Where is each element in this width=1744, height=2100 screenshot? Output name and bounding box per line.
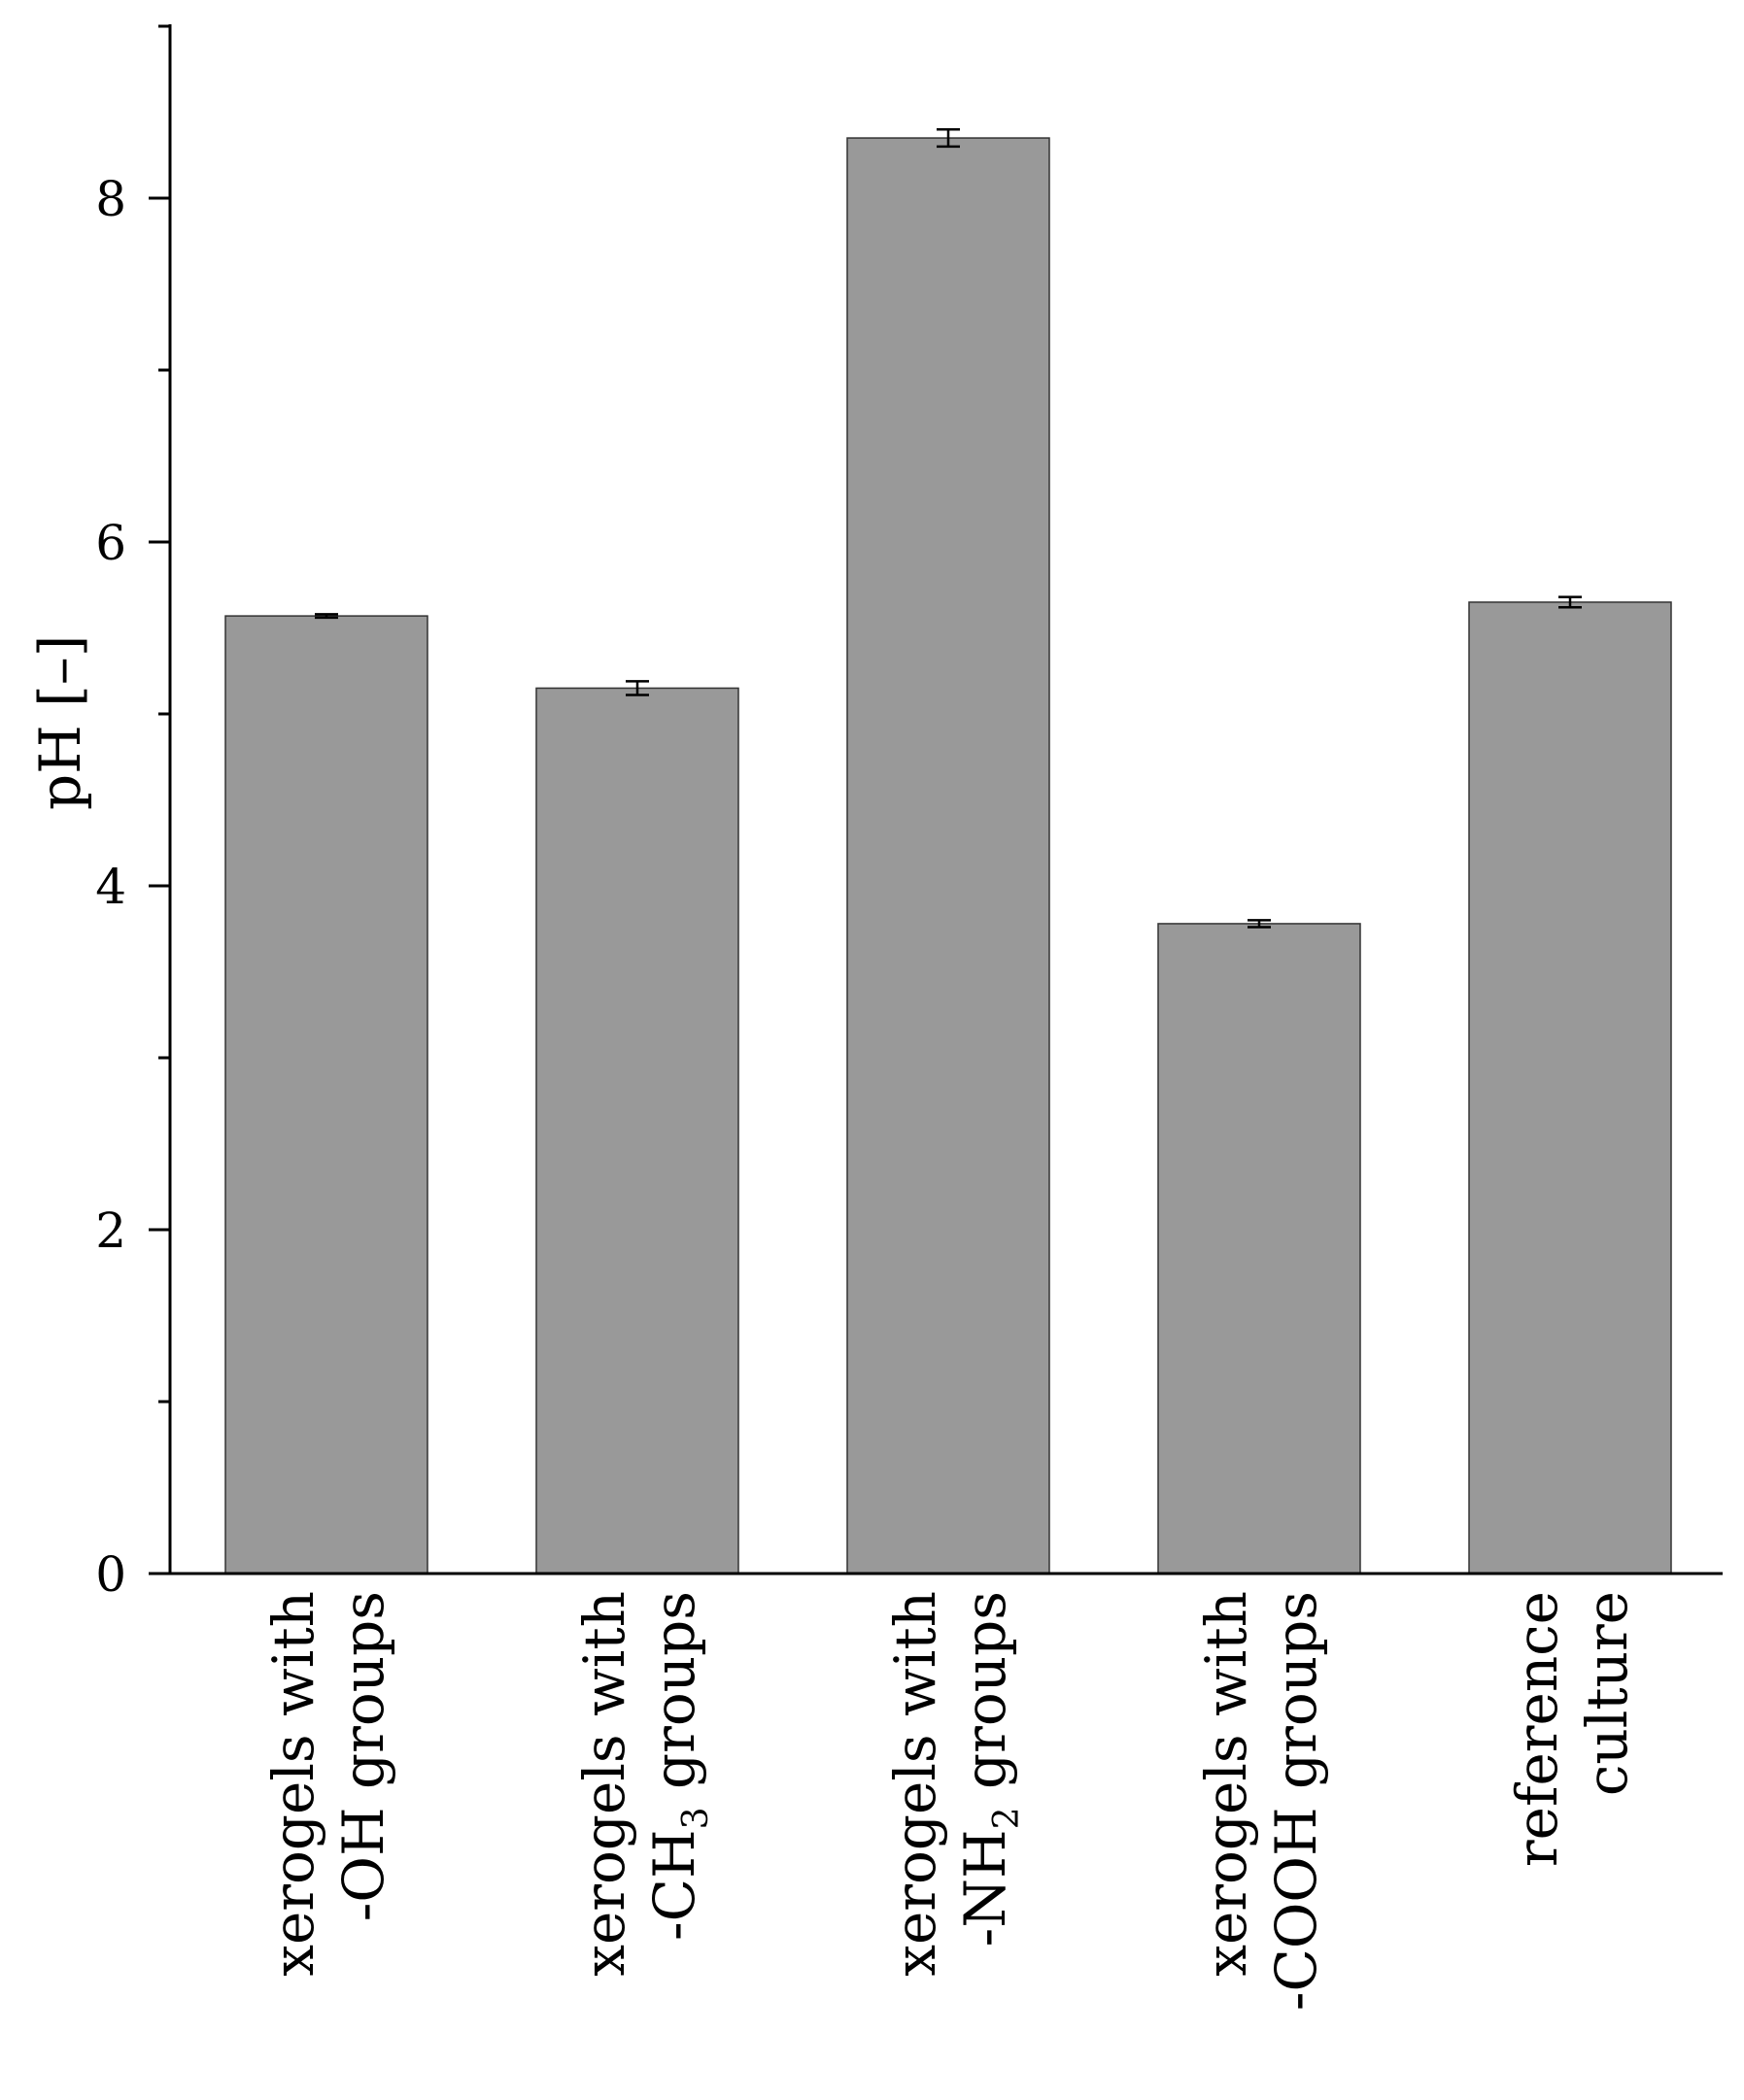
category-label-line2: -CH3 groups [641, 1591, 716, 1941]
bar [1157, 923, 1361, 1575]
category-label-line2: -COOH groups [1263, 1591, 1329, 2011]
y-tick-label: 0 [95, 1546, 126, 1603]
category-label-line1: xerogels with [1193, 1591, 1259, 1977]
category-label-line2: culture [1574, 1591, 1640, 1796]
error-bars [315, 127, 1582, 929]
category-label-line1: reference [1504, 1591, 1570, 1867]
category-label-text: -NH [952, 1829, 1018, 1947]
category-label-line1: xerogels with [571, 1591, 637, 1977]
category-label-line1: xerogels with [882, 1591, 948, 1977]
category-label-subscript: 3 [676, 1807, 716, 1829]
category-label: xerogels with -OH groups [260, 1591, 396, 1977]
bar [535, 687, 739, 1575]
category-label-text: -OH groups [330, 1591, 396, 1921]
y-tick-label: 2 [95, 1202, 126, 1259]
category-label-subscript: 2 [987, 1807, 1027, 1829]
category-label: xerogels with -NH2 groups [882, 1591, 1027, 1977]
category-label: xerogels with -COOH groups [1193, 1591, 1329, 2011]
bar [846, 137, 1050, 1575]
y-axis-label: pH [–] [27, 635, 93, 810]
category-label-line1: xerogels with [260, 1591, 326, 1977]
category-label-text: culture [1574, 1591, 1640, 1796]
category-label-text: groups [641, 1591, 707, 1807]
bar [224, 615, 428, 1575]
category-label-text: groups [952, 1591, 1018, 1807]
category-label-line2: -NH2 groups [952, 1591, 1027, 1947]
y-axis-ticks: 0 2 4 6 8 [95, 24, 170, 1603]
category-label: reference culture [1504, 1591, 1640, 1867]
y-tick-label: 8 [95, 171, 126, 227]
y-tick-label: 6 [95, 515, 126, 571]
category-label-text: -CH [641, 1829, 707, 1941]
y-tick-label: 4 [95, 859, 126, 915]
category-label-text: -COOH groups [1263, 1591, 1329, 2011]
category-labels: xerogels with -OH groups xerogels with -CH3… [260, 1591, 1640, 2011]
category-label-line2: -OH groups [330, 1591, 396, 1921]
category-label: xerogels with -CH3 groups [571, 1591, 716, 1977]
bar [1468, 601, 1672, 1575]
bars [224, 137, 1672, 1575]
